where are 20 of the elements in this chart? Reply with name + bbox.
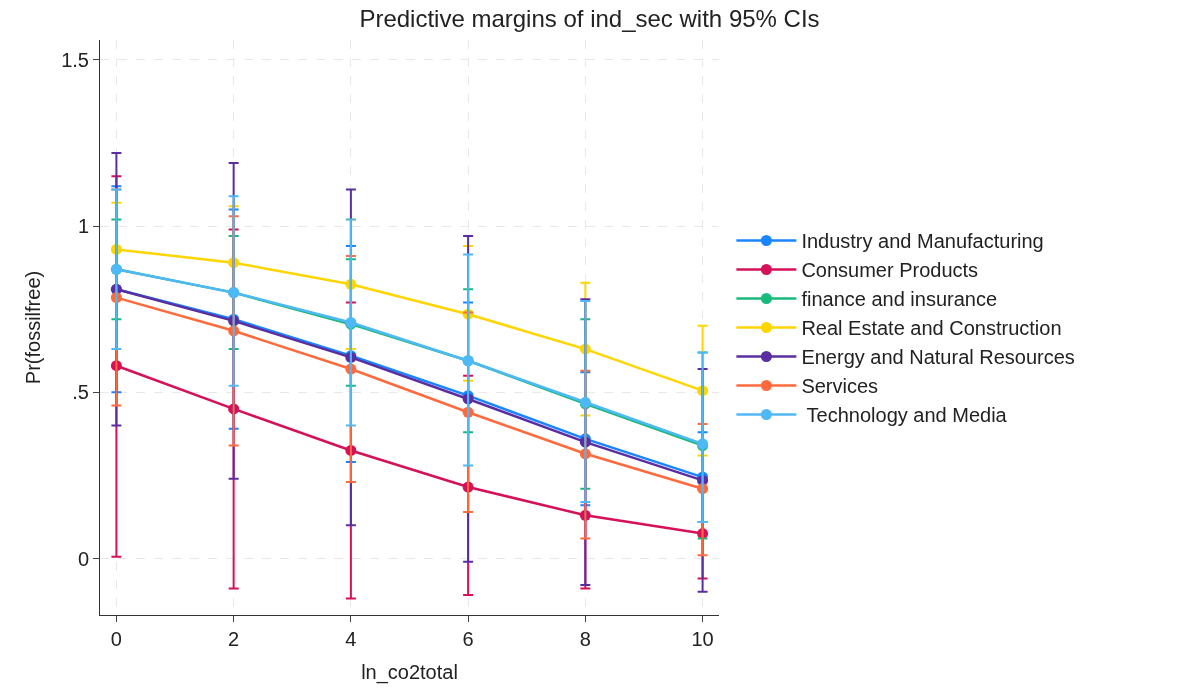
x-axis-title: ln_co2total <box>361 660 458 684</box>
chart-title: Predictive margins of ind_sec with 95% CIs <box>359 5 820 33</box>
x-tick-label: 4 <box>345 628 357 650</box>
legend-label: Consumer Products <box>801 259 979 282</box>
y-tick-label: 1 <box>77 215 89 238</box>
x-tick-label: 6 <box>462 628 474 650</box>
x-tick-label: 0 <box>110 628 122 650</box>
legend-label: Real Estate and Construction <box>801 317 1062 340</box>
legend-label: Industry and Manufacturing <box>801 230 1044 253</box>
x-tick-label: 8 <box>579 628 591 650</box>
legend-label: Services <box>801 375 879 398</box>
legend-label: finance and insurance <box>801 288 998 311</box>
y-tick-label: .5 <box>72 381 89 404</box>
y-tick-label: 1.5 <box>61 48 89 71</box>
legend-label: Technology and Media <box>801 404 1008 427</box>
x-tick-label: 10 <box>691 628 714 650</box>
x-tick-label: 2 <box>228 628 240 650</box>
y-axis-title: Pr(fossilfree) <box>21 270 44 385</box>
legend-label: Energy and Natural Resources <box>801 346 1075 369</box>
y-tick-label: 0 <box>77 547 89 570</box>
